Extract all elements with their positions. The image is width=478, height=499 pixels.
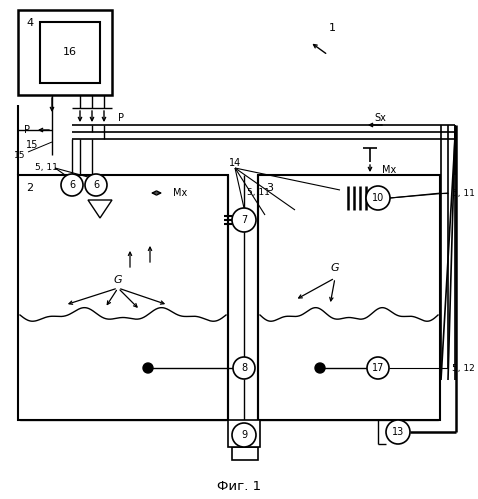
Text: 3: 3 bbox=[266, 183, 273, 193]
Text: 15: 15 bbox=[14, 151, 25, 160]
Circle shape bbox=[85, 174, 107, 196]
Circle shape bbox=[366, 186, 390, 210]
Text: 10: 10 bbox=[372, 193, 384, 203]
Circle shape bbox=[386, 420, 410, 444]
Text: 2: 2 bbox=[26, 183, 33, 193]
Text: P: P bbox=[118, 113, 124, 123]
Text: 14: 14 bbox=[229, 158, 241, 168]
Text: G: G bbox=[331, 263, 339, 273]
Circle shape bbox=[232, 423, 256, 447]
Text: Mx: Mx bbox=[173, 188, 187, 198]
Text: Mx: Mx bbox=[382, 165, 396, 175]
Text: 8: 8 bbox=[241, 363, 247, 373]
Text: G: G bbox=[114, 275, 122, 285]
Text: 15: 15 bbox=[26, 140, 38, 150]
Text: 1: 1 bbox=[328, 23, 336, 33]
Text: 6: 6 bbox=[69, 180, 75, 190]
Text: P: P bbox=[24, 125, 30, 135]
Text: 6: 6 bbox=[93, 180, 99, 190]
Circle shape bbox=[233, 357, 255, 379]
Text: Sx: Sx bbox=[374, 113, 386, 123]
Text: 17: 17 bbox=[372, 363, 384, 373]
Bar bbox=[18, 10, 112, 95]
Text: 5, 11: 5, 11 bbox=[35, 163, 58, 172]
Text: Фиг. 1: Фиг. 1 bbox=[217, 480, 261, 493]
Text: 13: 13 bbox=[392, 427, 404, 437]
Text: 7: 7 bbox=[241, 215, 247, 225]
Circle shape bbox=[367, 357, 389, 379]
Text: 4: 4 bbox=[26, 18, 33, 28]
Text: 5, 12: 5, 12 bbox=[452, 363, 475, 372]
Text: 16: 16 bbox=[63, 47, 77, 57]
Circle shape bbox=[232, 208, 256, 232]
Text: 5, 11: 5, 11 bbox=[247, 188, 270, 197]
Text: 5, 11: 5, 11 bbox=[452, 189, 475, 198]
Bar bbox=[228, 420, 260, 447]
Polygon shape bbox=[88, 200, 112, 218]
Bar bbox=[232, 447, 258, 460]
Circle shape bbox=[315, 363, 325, 373]
Circle shape bbox=[143, 363, 153, 373]
Bar bbox=[258, 175, 440, 420]
Bar bbox=[40, 22, 100, 83]
Text: 9: 9 bbox=[241, 430, 247, 440]
Circle shape bbox=[61, 174, 83, 196]
Bar bbox=[18, 175, 228, 420]
